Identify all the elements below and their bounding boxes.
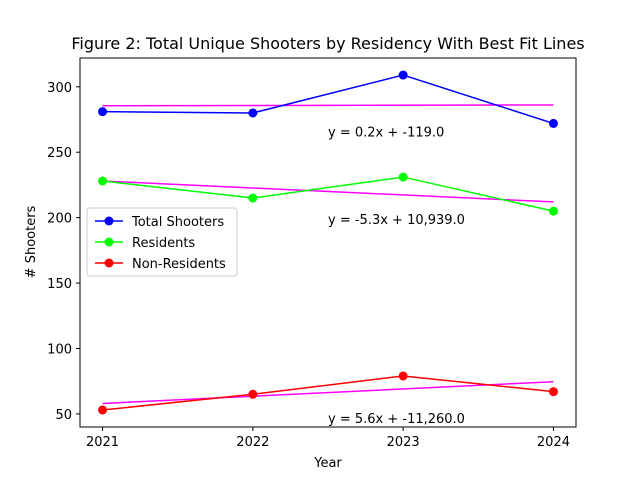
- y-tick-label: 100: [47, 342, 72, 357]
- best-fit-line: [102, 104, 554, 107]
- data-point-non-residents: [398, 371, 408, 381]
- fit-equation-label: y = 0.2x + -119.0: [328, 126, 444, 141]
- fit-equation-label: y = 5.6x + -11,260.0: [328, 412, 465, 427]
- fit-annotations: y = 0.2x + -119.0 y = -5.3x + 10,939.0 y =…: [328, 126, 465, 428]
- legend: Total Shooters Residents Non-Residents: [86, 207, 238, 277]
- y-tick-label: 200: [47, 212, 72, 227]
- data-point-total-shooters: [248, 108, 258, 118]
- y-axis-label: # Shooters: [24, 205, 39, 278]
- series-line-non-residents: [102, 375, 554, 411]
- y-tick-label: 50: [55, 408, 72, 423]
- series-line-total-shooters: [102, 74, 554, 125]
- legend-label-non-residents: Non-Residents: [132, 257, 226, 272]
- x-tick-label: 2023: [387, 435, 420, 450]
- chart-title: Figure 2: Total Unique Shooters by Resid…: [71, 34, 584, 53]
- best-fit-line: [102, 380, 554, 405]
- y-tick-label: 300: [47, 81, 72, 96]
- fit-equation-label: y = -5.3x + 10,939.0: [328, 213, 465, 228]
- data-point-residents: [548, 206, 558, 216]
- legend-marker-residents: [104, 237, 114, 247]
- x-axis: 2021 2022 2023 2024: [86, 427, 570, 450]
- data-point-total-shooters: [548, 118, 558, 128]
- x-tick-label: 2021: [86, 435, 119, 450]
- y-axis: 50 100 150 200 250 300: [47, 81, 80, 423]
- legend-label-residents: Residents: [132, 236, 195, 251]
- x-axis-label: Year: [313, 456, 342, 471]
- series-lines: [98, 70, 558, 415]
- x-tick-label: 2024: [537, 435, 570, 450]
- legend-marker-non-residents: [104, 258, 114, 268]
- data-point-non-residents: [548, 387, 558, 397]
- data-point-non-residents: [248, 389, 258, 399]
- y-tick-label: 250: [47, 146, 72, 161]
- data-point-non-residents: [98, 405, 108, 415]
- data-point-residents: [398, 172, 408, 182]
- legend-box: [86, 207, 238, 277]
- y-tick-label: 150: [47, 277, 72, 292]
- x-tick-label: 2022: [236, 435, 269, 450]
- data-point-residents: [98, 176, 108, 186]
- legend-label-total-shooters: Total Shooters: [131, 215, 224, 230]
- data-point-total-shooters: [398, 70, 408, 80]
- best-fit-lines: [102, 104, 554, 405]
- data-point-residents: [248, 193, 258, 203]
- legend-marker-total-shooters: [104, 216, 114, 226]
- data-point-total-shooters: [98, 107, 108, 117]
- best-fit-line: [102, 180, 554, 203]
- series-line-residents: [102, 176, 554, 212]
